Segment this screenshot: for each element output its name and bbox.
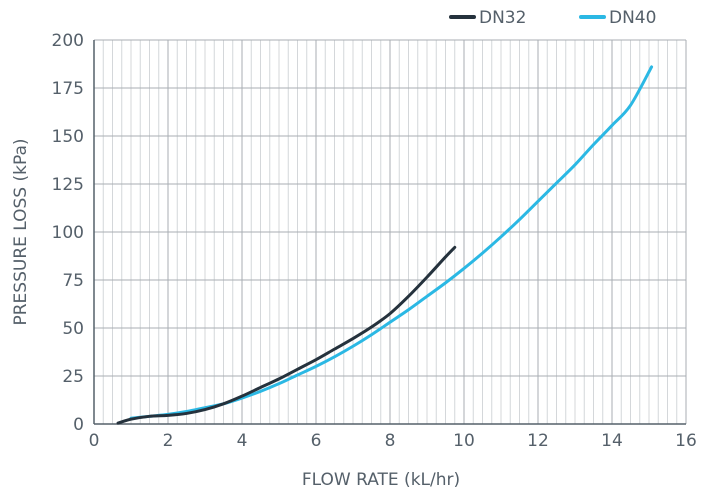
y-tick-label: 175 [52,79,84,99]
series-lines [116,65,654,425]
x-tick-label: 2 [163,431,174,451]
x-tick-label: 8 [385,431,396,451]
grid [93,39,687,425]
y-tick-label: 0 [73,415,84,435]
series-line-dn32 [116,245,457,425]
axes: 0 2 4 6 8 10 12 14 16 0 25 50 75 100 125 150 175 200 [52,31,697,451]
x-tick-label: 4 [237,431,248,451]
y-tick-label: 150 [52,127,84,147]
x-tick-label: 16 [675,431,697,451]
x-tick-label: 12 [527,431,549,451]
legend: DN32 DN40 [449,8,656,28]
x-axis-title: FLOW RATE (kL/hr) [302,470,460,490]
x-tick-label: 0 [89,431,100,451]
y-tick-label: 100 [52,223,84,243]
series-line-dn40 [129,65,654,420]
y-tick-label: 50 [62,319,84,339]
y-tick-label: 200 [52,31,84,51]
y-tick-label: 75 [62,271,84,291]
y-tick-label: 25 [62,367,84,387]
x-tick-label: 6 [311,431,322,451]
legend-label-dn40: DN40 [609,8,656,28]
legend-label-dn32: DN32 [479,8,526,28]
x-tick-label: 14 [601,431,623,451]
y-tick-label: 125 [52,175,84,195]
x-tick-label: 10 [453,431,475,451]
y-axis-title: PRESSURE LOSS (kPa) [11,138,31,325]
